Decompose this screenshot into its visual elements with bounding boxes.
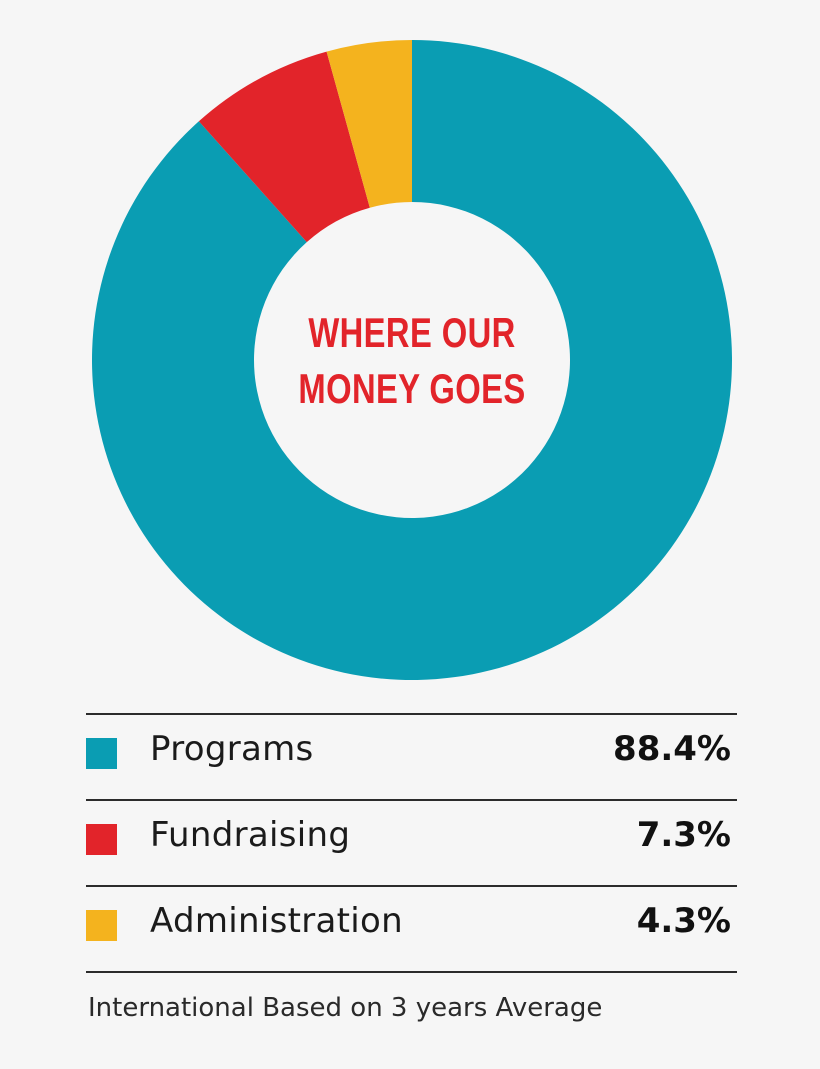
legend-label-fundraising: Fundraising	[150, 815, 351, 855]
legend-label-programs: Programs	[150, 729, 314, 769]
legend-swatch-fundraising	[86, 824, 117, 855]
legend-row-programs: Programs 88.4%	[86, 713, 737, 799]
donut-chart	[91, 40, 732, 680]
legend-table: Programs 88.4% Fundraising 7.3% Administ…	[86, 713, 737, 973]
footnote: International Based on 3 years Average	[88, 993, 603, 1023]
donut-slice-fundraising	[198, 51, 370, 243]
legend-label-administration: Administration	[150, 901, 403, 941]
legend-value-programs: 88.4%	[613, 729, 731, 769]
chart-title-line-1: WHERE OUR	[308, 309, 516, 356]
legend-swatch-programs	[86, 738, 117, 769]
chart-title: WHERE OUR MONEY GOES	[295, 305, 529, 417]
legend-row-fundraising: Fundraising 7.3%	[86, 799, 737, 885]
donut-slice-programs	[91, 40, 732, 680]
donut-slice-administration	[326, 40, 412, 208]
legend-value-fundraising: 7.3%	[636, 815, 731, 855]
chart-title-line-2: MONEY GOES	[298, 365, 526, 412]
legend-swatch-administration	[86, 910, 117, 941]
legend-row-administration: Administration 4.3%	[86, 885, 737, 973]
legend-value-administration: 4.3%	[636, 901, 731, 941]
donut-chart-area: WHERE OUR MONEY GOES	[91, 40, 732, 680]
